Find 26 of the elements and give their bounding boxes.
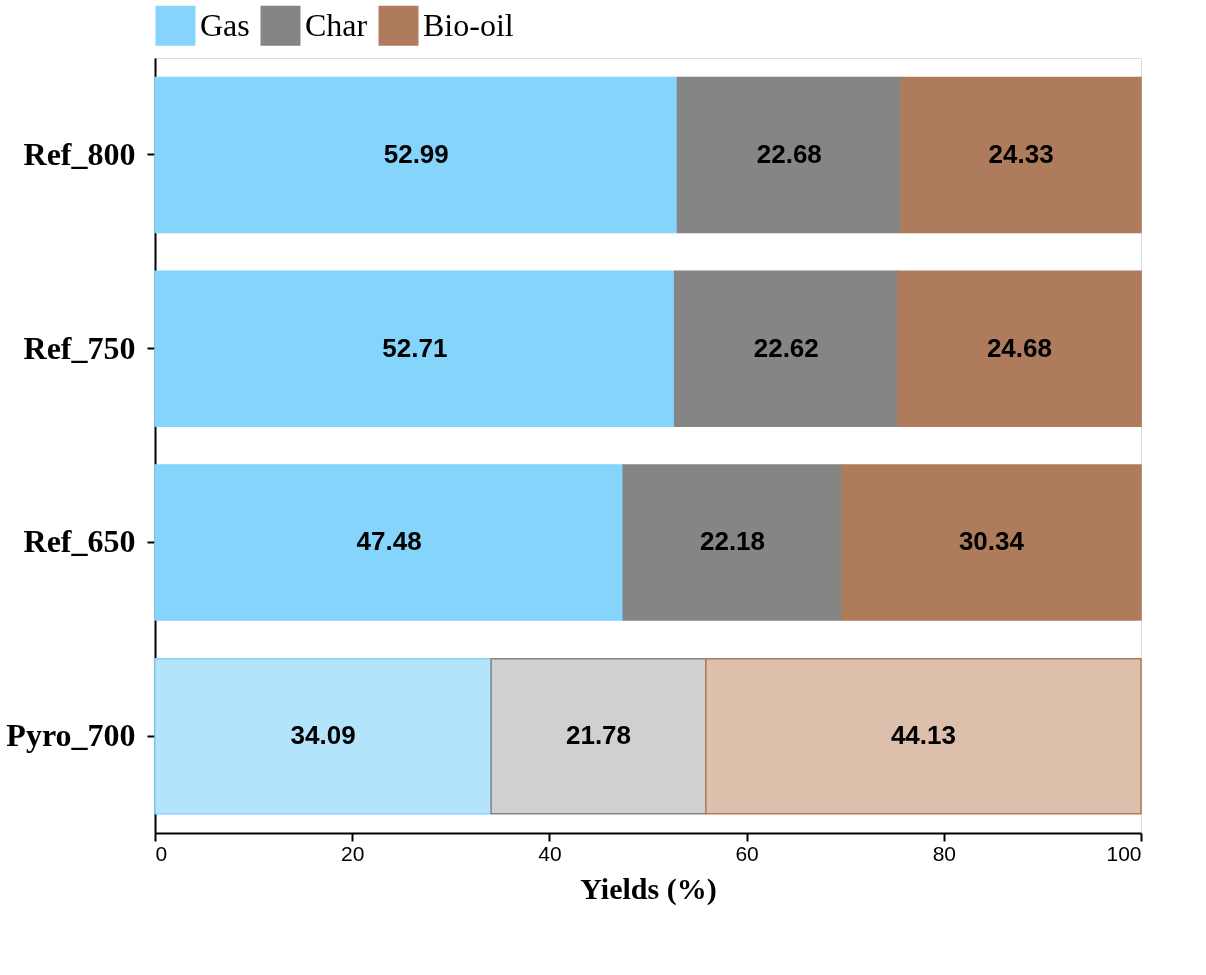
x-tick-label: 60	[735, 841, 759, 865]
y-tick-label: Pyro_700	[6, 717, 136, 754]
x-axis-title: Yields (%)	[580, 871, 717, 906]
x-tick-label: 80	[932, 841, 956, 865]
legend-label: Char	[305, 6, 368, 43]
x-tick-label: 40	[538, 841, 562, 865]
data-label: 30.34	[958, 526, 1025, 557]
data-label: 34.09	[290, 720, 356, 751]
x-tick-label: 20	[341, 841, 365, 865]
data-label: 21.78	[565, 720, 632, 751]
x-tick-label: 100	[1106, 841, 1142, 865]
y-tick-label: Ref_800	[23, 135, 136, 172]
data-label: 24.33	[988, 138, 1054, 169]
legend-label: Gas	[200, 6, 250, 43]
y-tick-label: Ref_750	[23, 329, 136, 366]
data-label: 47.48	[356, 526, 422, 557]
data-label: 22.18	[699, 526, 766, 557]
legend-label: Bio-oil	[423, 6, 514, 43]
x-tick-label: 0	[155, 841, 168, 865]
data-label: 22.68	[756, 138, 822, 169]
data-label: 24.68	[986, 332, 1052, 363]
data-label: 52.99	[383, 138, 449, 169]
y-tick-label: Ref_650	[23, 523, 136, 560]
data-label: 22.62	[753, 332, 819, 363]
data-label: 52.71	[382, 332, 448, 363]
data-label: 44.13	[890, 720, 956, 751]
